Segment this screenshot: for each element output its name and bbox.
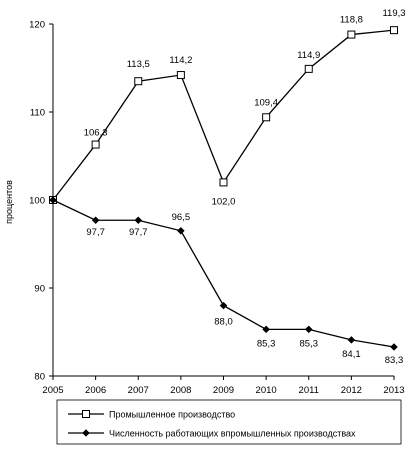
series-line	[52, 29, 395, 201]
series-2: 97,7 97,7 96,5 88,0 85,3 85,3 84,1 83,3	[49, 196, 404, 366]
y-tick-label: 80	[34, 372, 45, 383]
data-label: 85,3	[257, 338, 276, 349]
data-point-square	[91, 140, 100, 149]
data-point-diamond	[304, 325, 313, 334]
data-point-square	[134, 77, 143, 86]
data-label: 88,0	[214, 317, 233, 328]
series-1: 106,3 113,5 114,2 102,0 109,4 114,9 118,8 119,3	[49, 8, 406, 207]
data-point-diamond	[49, 196, 57, 204]
data-label: 114,9	[297, 50, 320, 61]
data-label: 97,7	[86, 227, 105, 238]
legend-item: Промышленное производство	[68, 410, 235, 420]
data-point-square	[219, 178, 228, 187]
legend-label: Численность работающих впромышленных про…	[109, 429, 356, 439]
data-point-diamond	[91, 216, 100, 225]
legend-items: Промышленное производство Численность раб…	[68, 410, 356, 439]
data-label: 96,5	[172, 212, 191, 223]
series-layer: 106,3 113,5 114,2 102,0 109,4 114,9 118,8 119,3…	[49, 8, 406, 366]
x-tick-label: 2012	[341, 385, 362, 396]
x-tick-label: 2009	[213, 385, 234, 396]
data-label: 85,3	[300, 338, 319, 349]
x-tick-label: 2008	[170, 385, 191, 396]
data-label: 109,4	[254, 97, 278, 108]
data-label: 97,7	[129, 227, 148, 238]
data-point-square	[176, 71, 185, 80]
x-tick-label: 2010	[256, 385, 277, 396]
data-point-diamond	[82, 429, 90, 437]
data-point-diamond	[177, 226, 185, 235]
legend-label: Промышленное производство	[109, 410, 235, 420]
legend-box	[56, 399, 402, 445]
chart-axes: 80 90 100 110 120 2005 2006 2007 2008 2009 2010 201…	[29, 20, 404, 397]
data-point-square	[262, 113, 271, 122]
data-label: 83,3	[385, 355, 404, 366]
data-label: 84,1	[342, 349, 361, 360]
x-tick-label: 2007	[128, 385, 149, 396]
data-point-square	[390, 26, 398, 35]
legend-item: Численность работающих впромышленных про…	[68, 429, 356, 439]
data-label: 119,3	[382, 8, 405, 19]
data-label: 102,0	[212, 196, 236, 207]
legend: Промышленное производство Численность раб…	[56, 399, 402, 445]
x-tick-label: 2005	[42, 385, 63, 396]
x-tick-label: 2013	[383, 385, 404, 396]
x-tick-label: 2011	[299, 385, 319, 396]
data-point-square	[82, 410, 90, 418]
data-label: 113,5	[127, 59, 150, 70]
y-tick-label: 90	[34, 284, 45, 295]
data-label: 106,3	[84, 128, 108, 139]
data-point-square	[347, 30, 356, 39]
data-point-diamond	[219, 301, 228, 310]
y-tick-label: 120	[29, 20, 45, 31]
data-point-diamond	[134, 216, 143, 225]
data-point-diamond	[390, 343, 398, 351]
y-axis-label: процентов	[4, 180, 14, 224]
y-tick-label: 110	[30, 108, 45, 119]
data-point-diamond	[262, 325, 270, 334]
y-tick-label: 100	[29, 196, 45, 207]
data-point-square	[304, 64, 313, 73]
data-label: 118,8	[340, 15, 363, 26]
data-point-diamond	[347, 336, 356, 344]
x-tick-label: 2006	[85, 385, 106, 396]
data-label: 114,2	[169, 55, 192, 66]
